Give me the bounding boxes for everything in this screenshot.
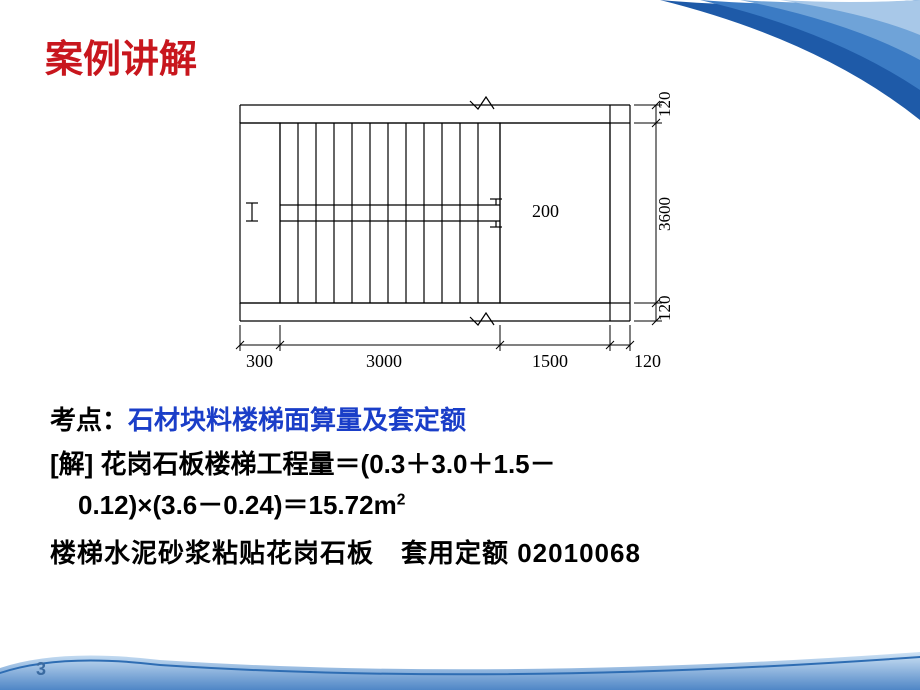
solution-text: [解] 花岗石板楼梯工程量＝(0.3＋3.0＋1.5－ 0.12)×(3.6－0… [50, 444, 880, 525]
kaodian-text: 石材块料楼梯面算量及套定额 [128, 405, 466, 435]
dim-b-1500: 1500 [532, 351, 568, 371]
dim-b-3000: 3000 [366, 351, 402, 371]
kaodian-row: 考点：石材块料楼梯面算量及套定额 [50, 400, 880, 440]
page-number: 3 [36, 659, 46, 680]
stair-plan-diagram: 200 300 3000 1500 120 120 3600 120 [200, 85, 700, 385]
dim-r-120a: 120 [655, 92, 674, 118]
solution-line1: 花岗石板楼梯工程量＝(0.3＋3.0＋1.5－ [93, 449, 555, 479]
final-line: 楼梯水泥砂浆粘贴花岗石板 套用定额 02010068 [50, 533, 880, 573]
dim-b-300: 300 [246, 351, 273, 371]
slide-title: 案例讲解 [45, 28, 197, 83]
dim-label-200: 200 [532, 201, 559, 221]
solution-prefix: [解] [50, 449, 93, 479]
footer-bar [0, 648, 920, 690]
dim-r-120b: 120 [655, 296, 674, 322]
dim-r-3600: 3600 [655, 197, 674, 231]
solution-line2: 0.12)×(3.6－0.24)＝15.72m [78, 490, 397, 520]
unit-superscript: 2 [397, 491, 406, 508]
content-block: 考点：石材块料楼梯面算量及套定额 [解] 花岗石板楼梯工程量＝(0.3＋3.0＋… [50, 400, 880, 573]
kaodian-label: 考点： [50, 405, 128, 435]
dim-b-120: 120 [634, 351, 661, 371]
